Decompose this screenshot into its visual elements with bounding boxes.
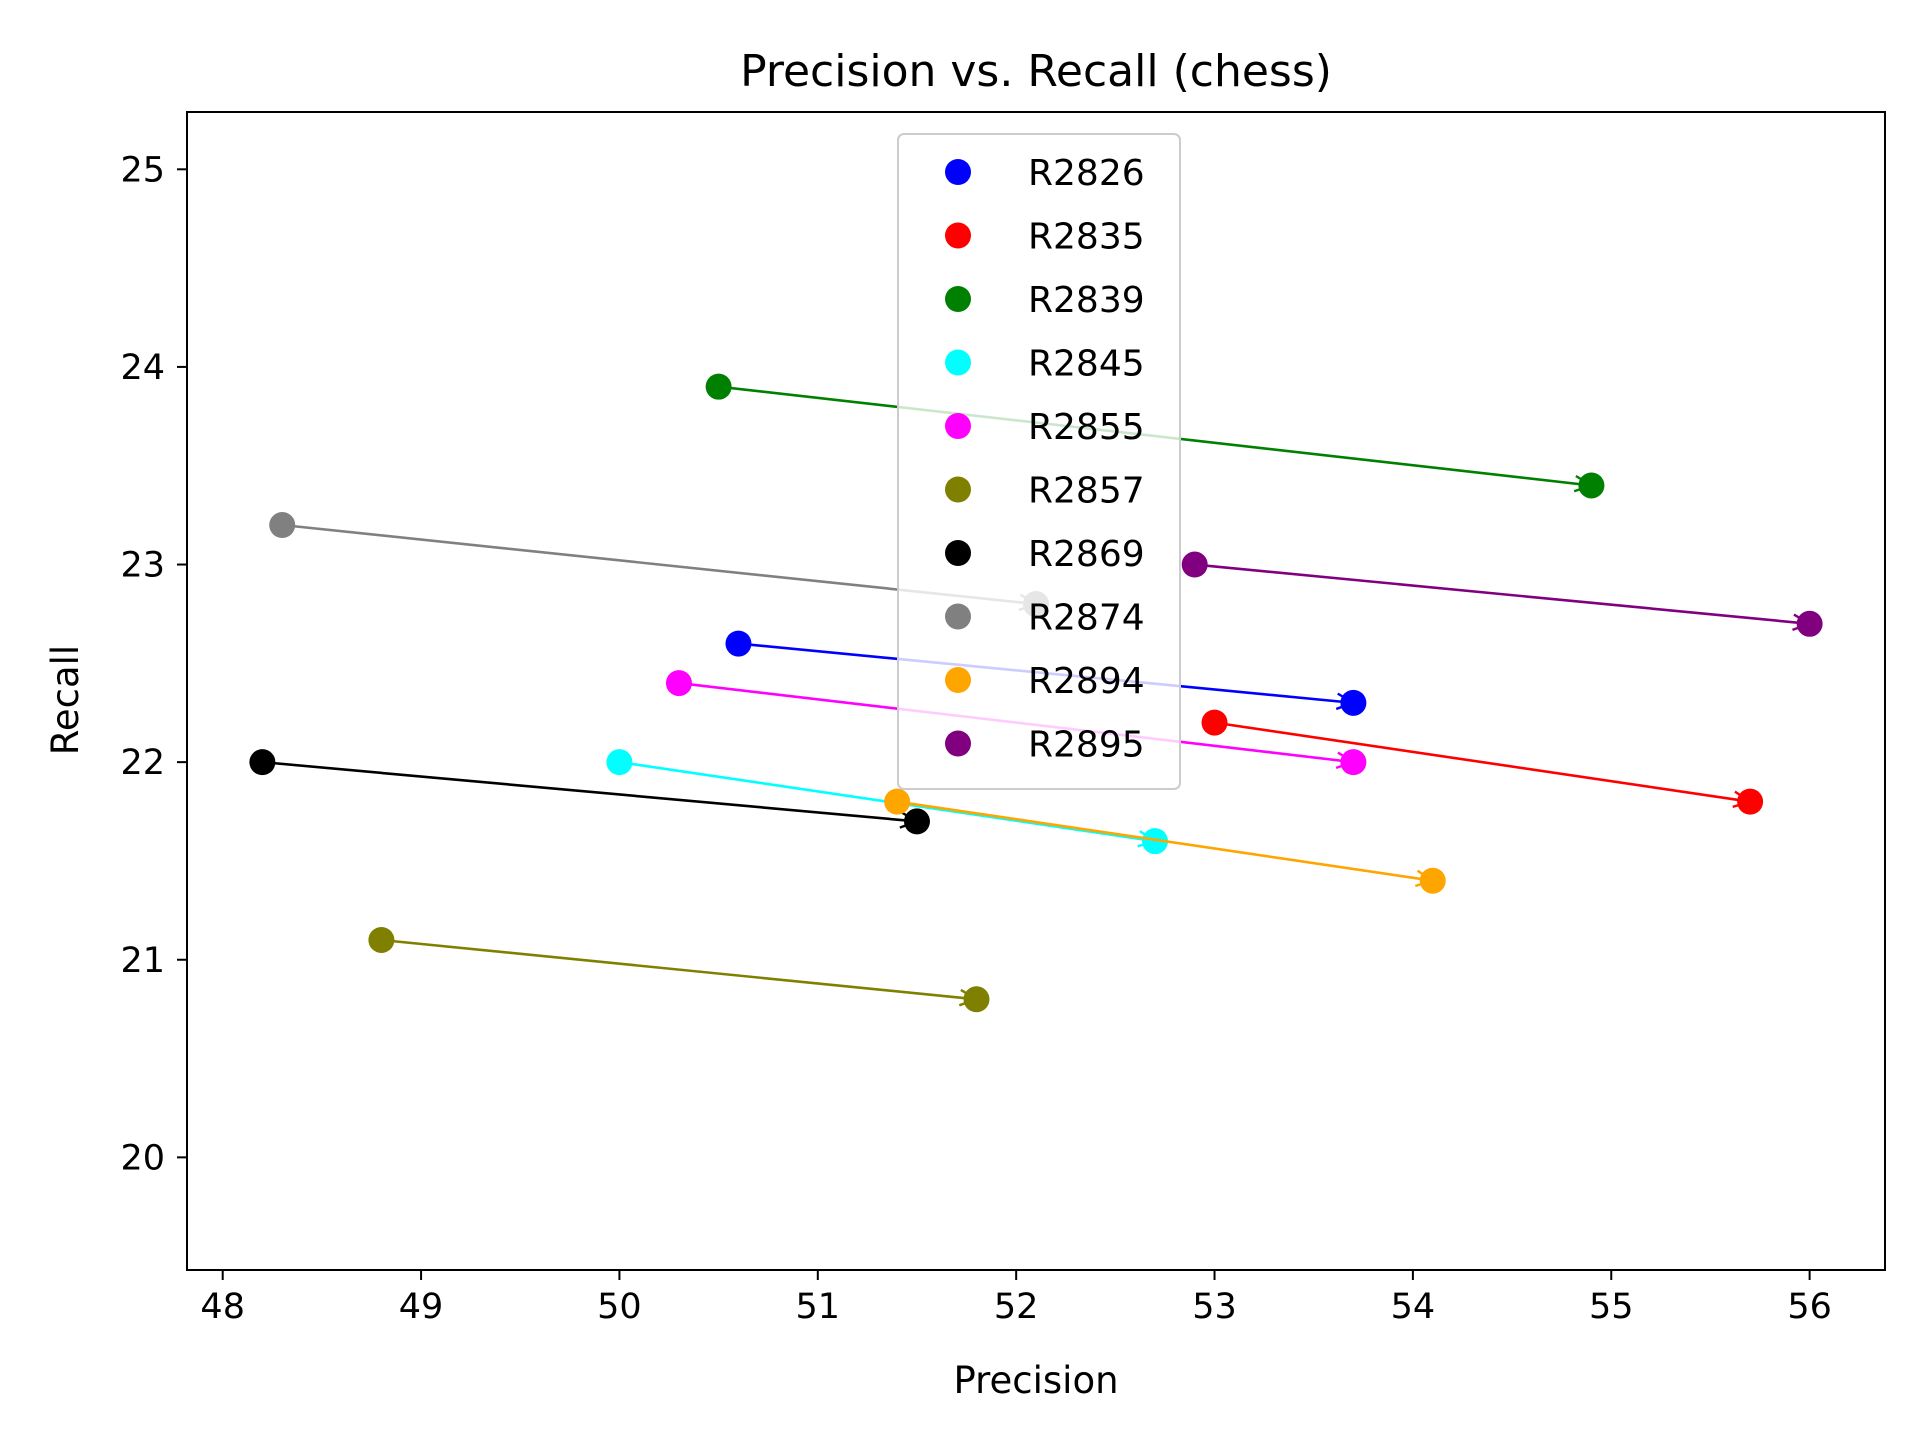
end-point [1142, 828, 1169, 855]
start-point [368, 926, 395, 953]
x-tick-label: 51 [796, 1287, 841, 1327]
start-point [249, 749, 276, 776]
start-point [269, 512, 296, 539]
legend-marker [945, 286, 971, 312]
plot-area: 48 49 50 51 52 53 54 55 56 20 21 22 23 24 25 [120, 111, 1886, 1327]
series-arrow [896, 800, 1436, 888]
y-tick-label: 24 [120, 348, 165, 388]
end-point [1340, 749, 1367, 776]
y-tick-label: 21 [120, 941, 165, 981]
end-point [1578, 472, 1605, 499]
start-point [665, 670, 692, 697]
end-point [1419, 867, 1446, 894]
y-tick-label: 25 [120, 150, 165, 190]
end-point [1737, 788, 1764, 815]
legend-label: R2845 [1028, 344, 1145, 385]
plot-frame [186, 111, 1886, 1271]
x-tick-label: 54 [1391, 1287, 1436, 1327]
legend-label: R2895 [1028, 725, 1145, 766]
x-axis-label: Precision [953, 1359, 1118, 1402]
chart-title: Precision vs. Recall (chess) [740, 46, 1332, 97]
end-point [903, 808, 930, 835]
legend-marker [945, 730, 971, 757]
end-point [1796, 610, 1823, 637]
legend-marker [945, 349, 971, 376]
legend-marker [945, 413, 971, 439]
legend-label: R2869 [1028, 534, 1145, 575]
y-axis-label: Recall [44, 645, 87, 755]
legend-marker [945, 159, 971, 185]
x-tick-label: 56 [1787, 1287, 1832, 1327]
x-tick-label: 48 [200, 1287, 245, 1327]
legend-label: R2855 [1028, 407, 1145, 448]
legend-label: R2874 [1028, 598, 1145, 639]
legend-label: R2894 [1028, 661, 1145, 702]
legend-label: R2857 [1028, 471, 1145, 512]
start-point [725, 630, 752, 657]
legend-marker [945, 540, 971, 566]
x-tick-label: 53 [1192, 1287, 1237, 1327]
x-tick-label: 50 [597, 1287, 642, 1327]
series-arrow [1214, 721, 1753, 809]
y-tick-label: 23 [120, 546, 165, 586]
legend-label: R2835 [1028, 217, 1145, 258]
start-point [1201, 709, 1228, 736]
x-tick-label: 49 [399, 1287, 444, 1327]
legend-marker [945, 476, 971, 503]
start-point [705, 373, 732, 400]
series-arrow [262, 760, 920, 829]
x-tick-label: 55 [1589, 1287, 1634, 1327]
y-tick-label: 22 [120, 743, 165, 783]
legend-marker [945, 667, 971, 693]
y-tick-label: 20 [120, 1138, 165, 1178]
legend-marker [945, 222, 971, 249]
end-point [963, 986, 990, 1013]
legend-label: R2839 [1028, 280, 1145, 321]
legend-marker [945, 603, 971, 630]
legend: R2826 R2835 R2839 R2845 R2855 R2857 R2869 R2874… [897, 133, 1181, 790]
start-point [606, 749, 633, 776]
end-point [1340, 689, 1367, 716]
x-tick-label: 52 [994, 1287, 1039, 1327]
start-point [1181, 551, 1208, 578]
series-arrow [381, 938, 980, 1007]
start-point [884, 788, 911, 815]
series-arrow [1194, 563, 1813, 632]
legend-label: R2826 [1028, 153, 1145, 194]
